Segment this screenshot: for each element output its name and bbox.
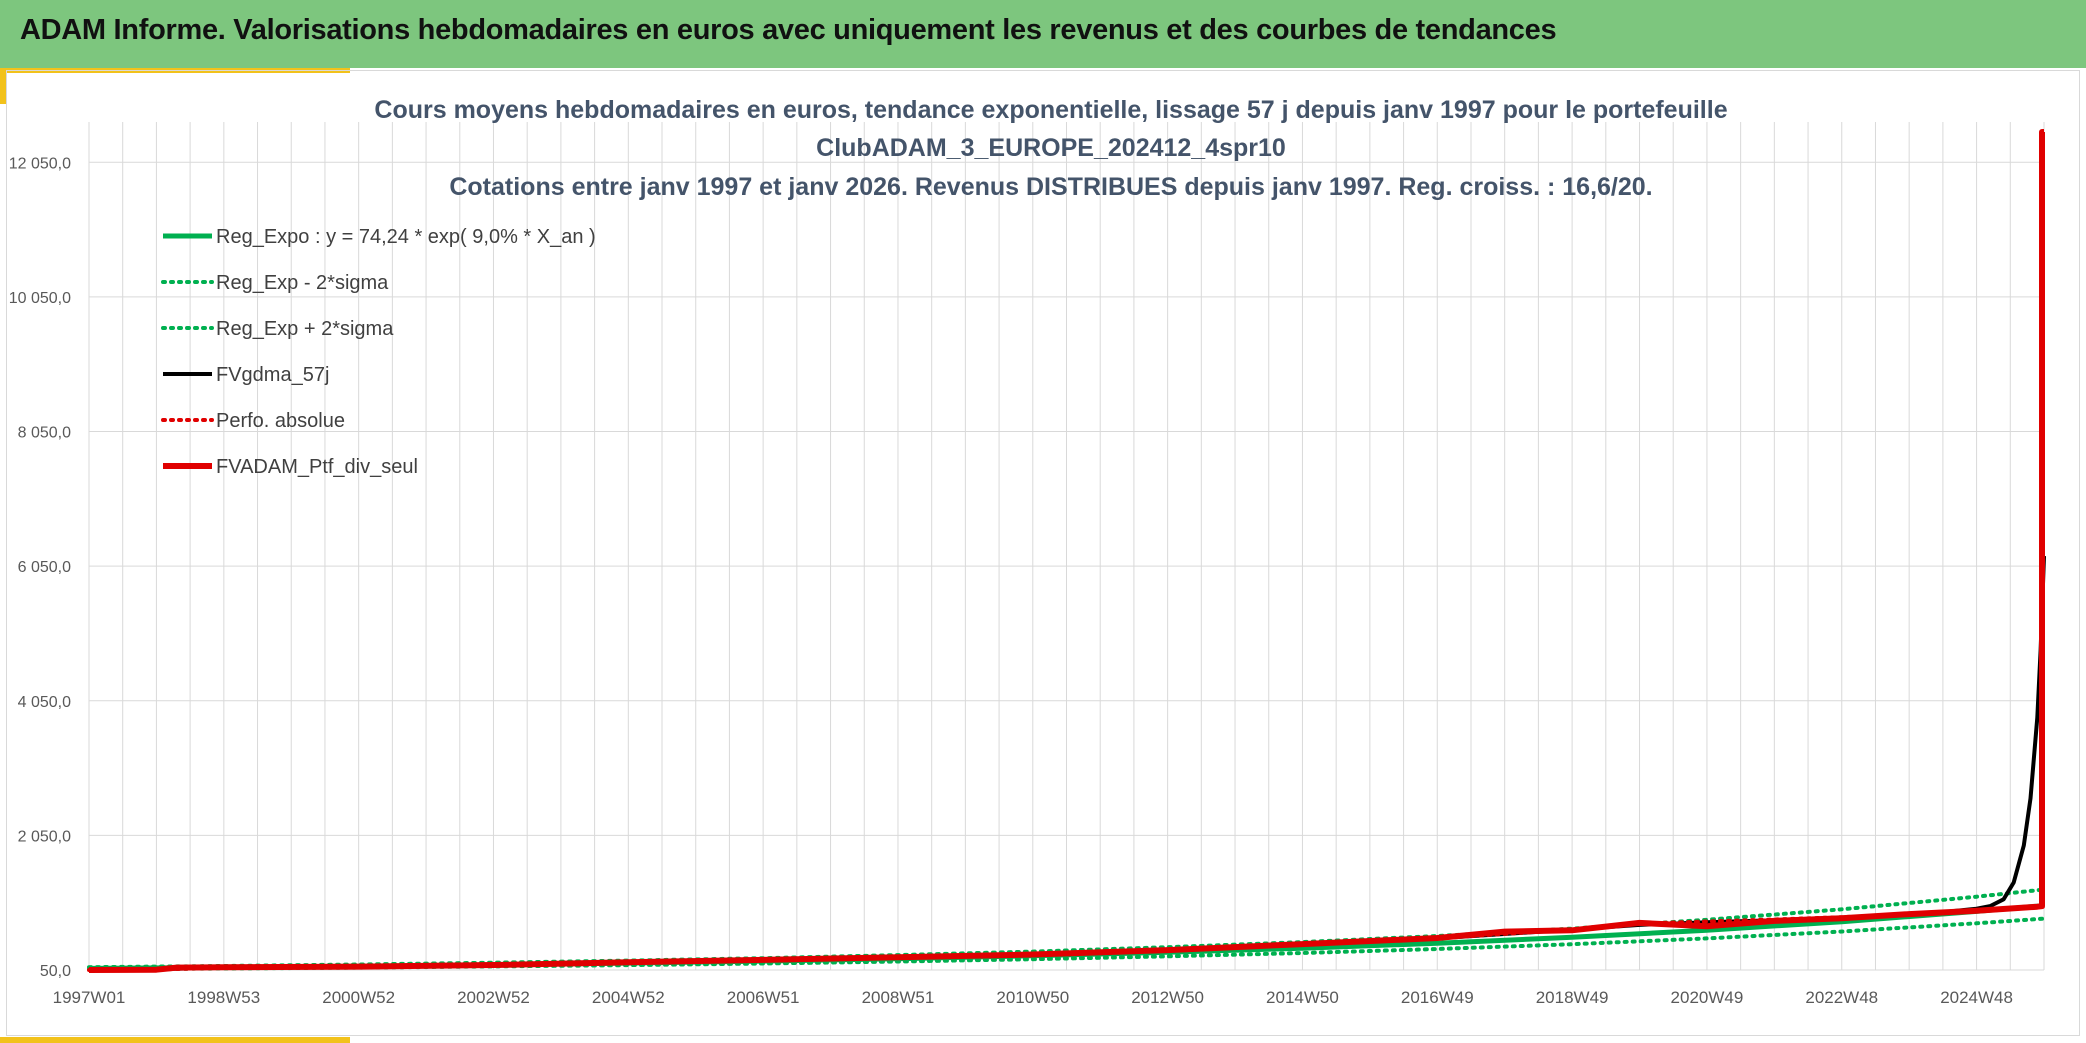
legend-label: Reg_Expo : y = 74,24 * exp( 9,0% * X_an … xyxy=(216,226,596,248)
series-layer xyxy=(87,129,2046,973)
y-tick-label: 50,0 xyxy=(40,963,71,980)
page-title: ADAM Informe. Valorisations hebdomadaire… xyxy=(20,14,1557,46)
chart-title-line-2: ClubADAM_3_EUROPE_202412_4spr10 xyxy=(816,134,1286,162)
chart-title-line-3: Cotations entre janv 1997 et janv 2026. … xyxy=(449,173,1652,201)
y-tick-label: 6 050,0 xyxy=(18,559,71,576)
legend-label: Perfo. absolue xyxy=(216,410,345,432)
x-tick-label: 2010W50 xyxy=(996,988,1069,1007)
y-tick-label: 8 050,0 xyxy=(18,425,71,442)
x-tick-label: 1997W01 xyxy=(53,988,126,1007)
legend-label: Reg_Exp + 2*sigma xyxy=(216,318,394,340)
y-tick-label: 12 050,0 xyxy=(9,155,71,172)
legend: Reg_Expo : y = 74,24 * exp( 9,0% * X_an … xyxy=(161,226,596,478)
x-tick-label: 2018W49 xyxy=(1536,988,1609,1007)
legend-label: Reg_Exp - 2*sigma xyxy=(216,272,389,294)
x-axis: 1997W01 1998W53 2000W52 2002W52 2004W52 2006W… xyxy=(53,988,2013,1007)
x-tick-label: 2002W52 xyxy=(457,988,530,1007)
y-axis: 50,0 2 050,0 4 050,0 6 050,0 8 050,0 10 050,0… xyxy=(9,155,71,980)
legend-label: FVgdma_57j xyxy=(216,364,329,386)
x-tick-label: 2006W51 xyxy=(727,988,800,1007)
x-tick-label: 2020W49 xyxy=(1671,988,1744,1007)
header-bar: ADAM Informe. Valorisations hebdomadaire… xyxy=(0,0,2086,68)
x-tick-label: 2008W51 xyxy=(862,988,935,1007)
x-tick-label: 2024W48 xyxy=(1940,988,2013,1007)
accent-bar-bottom xyxy=(0,1037,350,1043)
gridlines xyxy=(88,122,2045,971)
x-tick-label: 2004W52 xyxy=(592,988,665,1007)
x-tick-label: 2012W50 xyxy=(1131,988,1204,1007)
y-tick-label: 10 050,0 xyxy=(9,290,71,307)
x-tick-label: 1998W53 xyxy=(187,988,260,1007)
series-line-5 xyxy=(88,129,2045,973)
x-tick-label: 2022W48 xyxy=(1805,988,1878,1007)
y-tick-label: 4 050,0 xyxy=(18,694,71,711)
chart-frame xyxy=(6,70,2080,1036)
chart-title-line-1: Cours moyens hebdomadaires en euros, ten… xyxy=(374,96,1727,124)
accent-bar-left xyxy=(0,68,7,104)
x-tick-label: 2016W49 xyxy=(1401,988,1474,1007)
y-tick-label: 2 050,0 xyxy=(18,828,71,845)
chart-title: Cours moyens hebdomadaires en euros, ten… xyxy=(374,96,1727,201)
legend-label: FVADAM_Ptf_div_seul xyxy=(216,456,418,478)
x-tick-label: 2014W50 xyxy=(1266,988,1339,1007)
x-tick-label: 2000W52 xyxy=(322,988,395,1007)
